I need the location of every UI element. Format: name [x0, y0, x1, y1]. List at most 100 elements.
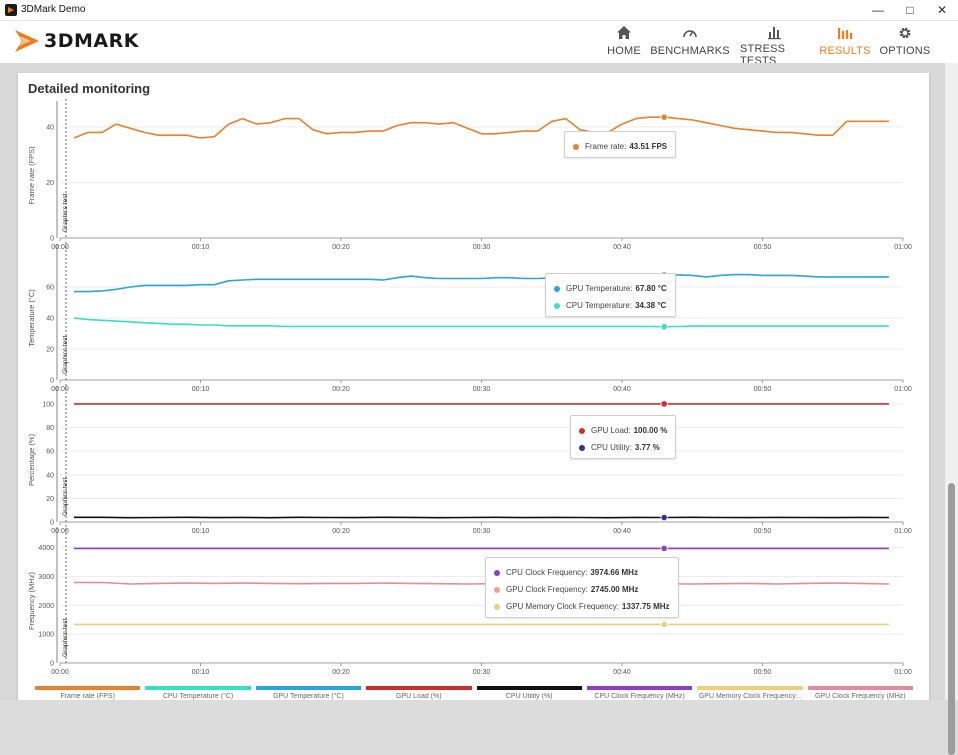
x-tick-label: 00:20 [332, 386, 350, 393]
legend-label: GPU Temperature (°C) [256, 693, 361, 700]
nav-benchmarks[interactable]: BENCHMARKS [654, 24, 726, 62]
minimize-button[interactable]: — [862, 0, 894, 20]
nav-options[interactable]: OPTIONS [880, 24, 930, 62]
legend-label: GPU Load (%) [366, 693, 471, 700]
nav-label: HOME [607, 45, 641, 57]
x-tick-label: 00:20 [332, 244, 350, 251]
tooltip-value: 67.80 °C [636, 284, 667, 293]
y-tick-label: 0 [50, 236, 54, 243]
tooltip-percentage: GPU Load: 100.00 % CPU Utility: 3.77 % [570, 415, 676, 459]
vertical-scrollbar[interactable] [945, 63, 958, 700]
x-tick-label: 00:20 [332, 528, 350, 535]
series-dot-icon [579, 428, 585, 434]
y-axis-label: Frequency (MHz) [27, 572, 36, 630]
x-tick-label: 00:20 [332, 669, 350, 676]
brand-logo[interactable]: 3DMARK [14, 26, 139, 56]
x-tick-label: 00:50 [754, 669, 772, 676]
legend-item-gpu-temperature[interactable]: GPU Temperature (°C) [256, 686, 361, 700]
bars-icon [767, 24, 783, 40]
tooltip-value: 34.38 °C [635, 301, 666, 310]
legend-label: CPU Clock Frequency (MHz) [587, 693, 692, 700]
y-tick-label: 0 [50, 520, 54, 527]
legend-item-frame-rate[interactable]: Frame rate (FPS) [35, 686, 140, 700]
nav-label: BENCHMARKS [650, 45, 730, 57]
x-tick-label: 00:40 [613, 244, 631, 251]
home-icon [616, 24, 632, 42]
hover-marker-gpu-memory-clock-frequency [661, 621, 667, 627]
app-icon [5, 4, 17, 16]
tooltip-frame-rate: Frame rate: 43.51 FPS [564, 131, 676, 158]
y-tick-label: 80 [46, 425, 54, 432]
tooltip-value: 3974.66 MHz [590, 568, 638, 577]
series-line-gpu-clock-frequency [74, 583, 889, 585]
brand-wordmark: 3DMARK [44, 30, 139, 52]
gear-icon [897, 24, 913, 42]
legend-item-cpu-temperature[interactable]: CPU Temperature (°C) [145, 686, 250, 700]
tooltip-row: GPU Temperature: 67.80 °C [554, 280, 667, 297]
tooltip-value: 2745.00 MHz [591, 585, 639, 594]
y-axis-label: Frame rate (FPS) [27, 146, 36, 205]
legend-label: CPU Utility (%) [477, 693, 582, 700]
scrollbar-thumb[interactable] [948, 483, 955, 755]
legend-item-gpu-clock[interactable]: GPU Clock Frequency (MHz) [808, 686, 913, 700]
legend-swatch [256, 686, 361, 690]
legend-label: CPU Temperature (°C) [145, 693, 250, 700]
x-tick-label: 00:30 [473, 528, 491, 535]
x-tick-label: 00:50 [754, 386, 772, 393]
y-tick-label: 20 [46, 180, 54, 187]
logo-icon [14, 28, 40, 54]
y-axis-label: Percentage (%) [27, 433, 36, 486]
x-tick-label: 00:10 [192, 669, 210, 676]
series-dot-icon [579, 445, 585, 451]
nav-label: OPTIONS [880, 45, 931, 57]
y-tick-label: 4000 [38, 545, 54, 552]
x-tick-label: 00:40 [613, 386, 631, 393]
gauge-icon [682, 24, 698, 42]
nav-home[interactable]: HOME [606, 24, 642, 62]
close-button[interactable]: ✕ [926, 0, 958, 20]
nav-stress-tests[interactable]: STRESS TESTS [740, 24, 810, 62]
legend-swatch [366, 686, 471, 690]
legend-item-cpu-clock[interactable]: CPU Clock Frequency (MHz) [587, 686, 692, 700]
y-tick-label: 40 [46, 124, 54, 131]
series-dot-icon [554, 303, 560, 309]
tooltip-row: Frame rate: 43.51 FPS [573, 138, 667, 155]
y-tick-label: 0 [50, 661, 54, 668]
legend-label: GPU Memory Clock Frequency... [697, 693, 802, 700]
maximize-button[interactable]: □ [894, 0, 926, 20]
x-tick-label: 00:10 [192, 244, 210, 251]
series-line-cpu-temperature [74, 318, 889, 327]
hover-marker-cpu-utility [661, 514, 667, 520]
legend-item-gpu-memory-clock[interactable]: GPU Memory Clock Frequency... [697, 686, 802, 700]
tooltip-value: 100.00 % [634, 426, 668, 435]
tooltip-row: GPU Load: 100.00 % [579, 422, 667, 439]
y-tick-label: 40 [46, 472, 54, 479]
x-tick-label: 01:00 [894, 386, 912, 393]
tooltip-row: GPU Clock Frequency: 2745.00 MHz [494, 581, 670, 598]
series-line-gpu-temperature [74, 275, 889, 292]
x-tick-label: 00:30 [473, 244, 491, 251]
section-label: Graphics test [62, 619, 69, 657]
legend-item-cpu-utility[interactable]: CPU Utility (%) [477, 686, 582, 700]
tooltip-frequency: CPU Clock Frequency: 3974.66 MHz GPU Clo… [485, 557, 679, 618]
series-dot-icon [554, 286, 560, 292]
y-tick-label: 2000 [38, 603, 54, 610]
x-tick-label: 01:00 [894, 528, 912, 535]
y-axis-label: Temperature (°C) [27, 289, 36, 347]
x-tick-label: 01:00 [894, 244, 912, 251]
tooltip-label: Frame rate: [585, 142, 626, 151]
nav-results[interactable]: RESULTS [822, 24, 868, 62]
legend-item-gpu-load[interactable]: GPU Load (%) [366, 686, 471, 700]
x-tick-label: 01:00 [894, 669, 912, 676]
tooltip-row: CPU Utility: 3.77 % [579, 439, 667, 456]
y-tick-label: 3000 [38, 574, 54, 581]
y-tick-label: 60 [46, 449, 54, 456]
legend-swatch [808, 686, 913, 690]
series-dot-icon [494, 604, 500, 610]
tooltip-label: CPU Utility: [591, 443, 632, 452]
